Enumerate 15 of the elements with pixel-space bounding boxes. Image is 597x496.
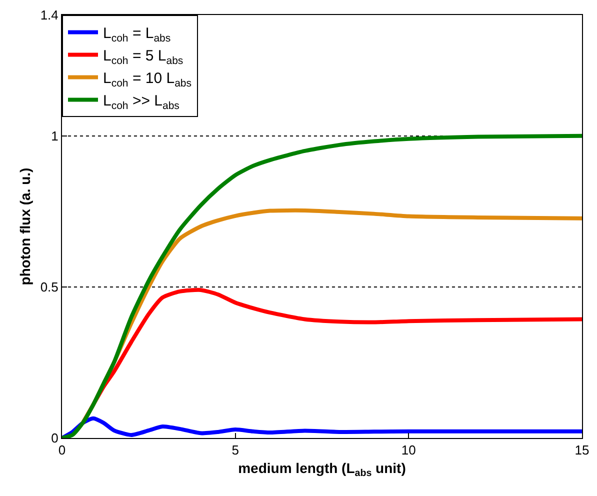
y-tick-label: 1.4 <box>40 8 58 23</box>
x-tick-label: 10 <box>401 442 416 458</box>
y-axis-title: photon flux (a. u.) <box>16 168 33 286</box>
x-tick-label: 5 <box>232 442 239 458</box>
x-tick-label: 15 <box>574 442 590 458</box>
line-series <box>62 134 582 438</box>
y-tick-label: 0.5 <box>40 279 58 294</box>
legend-label: L$_{coh}$ = L$_{abs}$ <box>103 25 171 44</box>
y-tick-label: 1 <box>51 128 58 144</box>
line-series <box>62 416 582 438</box>
x-axis-title: medium length (L$_{abs}$ unit) <box>238 460 406 479</box>
legend-label: L$_{coh}$ >> L$_{abs}$ <box>103 92 180 112</box>
legend-label: L$_{coh}$ = 5 L$_{abs}$ <box>103 48 184 67</box>
legend-label: L$_{coh}$ = 10 L$_{abs}$ <box>103 70 192 90</box>
y-tick-label: 0 <box>51 430 58 446</box>
